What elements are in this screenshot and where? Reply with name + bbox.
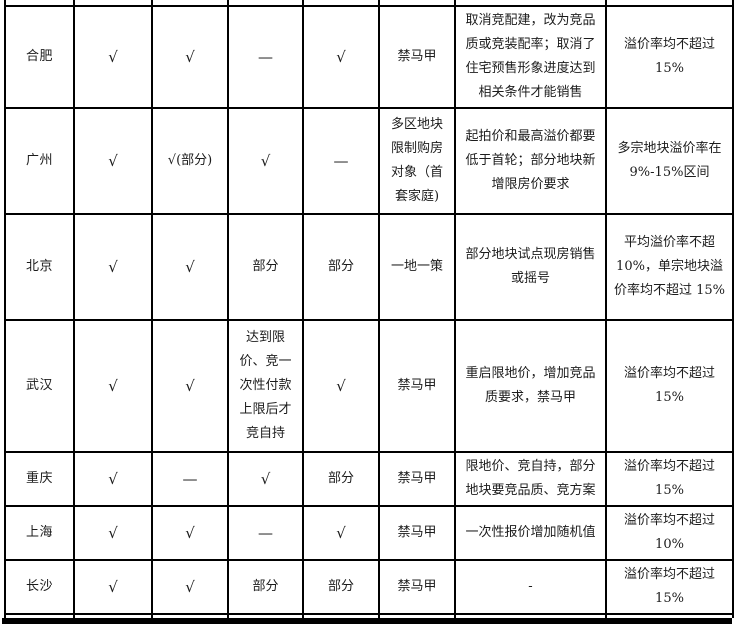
city-cell: 合肥 [4, 5, 75, 109]
empty-cell [378, 0, 456, 7]
premium-rate-cell: 溢价率均不超过 15% [605, 319, 734, 453]
premium-rate-cell: 溢价率均不超过 10% [605, 505, 734, 561]
table-row-changsha: 长沙 √ √ 部分 部分 禁马甲 - 溢价率均不超过 15% [4, 559, 734, 615]
policy-detail-cell: 起拍价和最高溢价都要低于首轮；部分地块新增限房价要求 [454, 107, 607, 215]
table-row-shanghai: 上海 √ √ — √ 禁马甲 一次性报价增加随机值 溢价率均不超过 10% [4, 505, 734, 561]
empty-cell [302, 0, 380, 7]
premium-rate-cell: 溢价率均不超过 15% [605, 451, 734, 507]
policy-detail-cell: 取消竞配建，改为竞品质或竞装配率；取消了住宅预售形象进度达到相关条件才能销售 [454, 5, 607, 109]
flag-cell: √ [73, 319, 153, 453]
flag-cell: — [302, 107, 380, 215]
table-row-guangzhou: 广州 √ √(部分) √ — 多区地块限制购房对象（首套家庭) 起拍价和最高溢价… [4, 107, 734, 215]
city-cell: 上海 [4, 505, 75, 561]
flag-cell: √ [151, 319, 229, 453]
empty-cell [73, 0, 153, 7]
flag-cell: √ [73, 5, 153, 109]
city-cell: 北京 [4, 213, 75, 321]
flag-cell: — [227, 505, 304, 561]
flag-cell: √ [151, 559, 229, 615]
table-bottom-bar [2, 618, 732, 624]
measure-cell: 禁马甲 [378, 5, 456, 109]
flag-cell: 部分 [302, 559, 380, 615]
flag-cell: √ [73, 505, 153, 561]
policy-detail-cell: 限地价、竞自持，部分地块要竞品质、竞方案 [454, 451, 607, 507]
flag-cell: 部分 [302, 451, 380, 507]
city-cell: 长沙 [4, 559, 75, 615]
flag-cell: 部分 [227, 213, 304, 321]
premium-rate-cell: 溢价率均不超过 15% [605, 5, 734, 109]
table-row-wuhan: 武汉 √ √ 达到限价、竞一次性付款上限后才竞自持 √ 禁马甲 重启限地价，增加… [4, 319, 734, 453]
city-cell: 广州 [4, 107, 75, 215]
table-row-hefei: 合肥 √ √ — √ 禁马甲 取消竞配建，改为竞品质或竞装配率；取消了住宅预售形… [4, 5, 734, 109]
measure-cell: 禁马甲 [378, 319, 456, 453]
empty-cell [151, 0, 229, 7]
flag-cell: 部分 [302, 213, 380, 321]
measure-cell: 多区地块限制购房对象（首套家庭) [378, 107, 456, 215]
city-cell: 武汉 [4, 319, 75, 453]
flag-cell: √ [302, 5, 380, 109]
flag-cell: 部分 [227, 559, 304, 615]
flag-cell: √ [151, 505, 229, 561]
premium-rate-cell: 溢价率均不超过 15% [605, 559, 734, 615]
policy-detail-cell: - [454, 559, 607, 615]
partial-row-top [4, 0, 734, 7]
flag-cell: √ [73, 559, 153, 615]
flag-cell: √ [302, 505, 380, 561]
flag-cell: √ [73, 213, 153, 321]
flag-cell: √ [302, 319, 380, 453]
flag-cell: √ [227, 107, 304, 215]
measure-cell: 一地一策 [378, 213, 456, 321]
policy-detail-cell: 重启限地价，增加竞品质要求，禁马甲 [454, 319, 607, 453]
policy-table: 合肥 √ √ — √ 禁马甲 取消竞配建，改为竞品质或竞装配率；取消了住宅预售形… [4, 0, 734, 618]
flag-cell: √(部分) [151, 107, 229, 215]
flag-cell: √ [73, 107, 153, 215]
city-cell: 重庆 [4, 451, 75, 507]
premium-rate-cell: 平均溢价率不超 10%，单宗地块溢价率均不超过 15% [605, 213, 734, 321]
flag-cell: √ [151, 5, 229, 109]
flag-cell: 达到限价、竞一次性付款上限后才竞自持 [227, 319, 304, 453]
policy-detail-cell: 一次性报价增加随机值 [454, 505, 607, 561]
empty-cell [454, 0, 607, 7]
table-row-beijing: 北京 √ √ 部分 部分 一地一策 部分地块试点现房销售或摇号 平均溢价率不超 … [4, 213, 734, 321]
flag-cell: √ [151, 213, 229, 321]
empty-cell [605, 0, 734, 7]
empty-cell [4, 0, 75, 7]
flag-cell: √ [73, 451, 153, 507]
measure-cell: 禁马甲 [378, 505, 456, 561]
empty-cell [227, 0, 304, 7]
table-row-chongqing: 重庆 √ — √ 部分 禁马甲 限地价、竞自持，部分地块要竞品质、竞方案 溢价率… [4, 451, 734, 507]
policy-detail-cell: 部分地块试点现房销售或摇号 [454, 213, 607, 321]
flag-cell: √ [227, 451, 304, 507]
measure-cell: 禁马甲 [378, 451, 456, 507]
measure-cell: 禁马甲 [378, 559, 456, 615]
premium-rate-cell: 多宗地块溢价率在 9%-15%区间 [605, 107, 734, 215]
flag-cell: — [227, 5, 304, 109]
flag-cell: — [151, 451, 229, 507]
